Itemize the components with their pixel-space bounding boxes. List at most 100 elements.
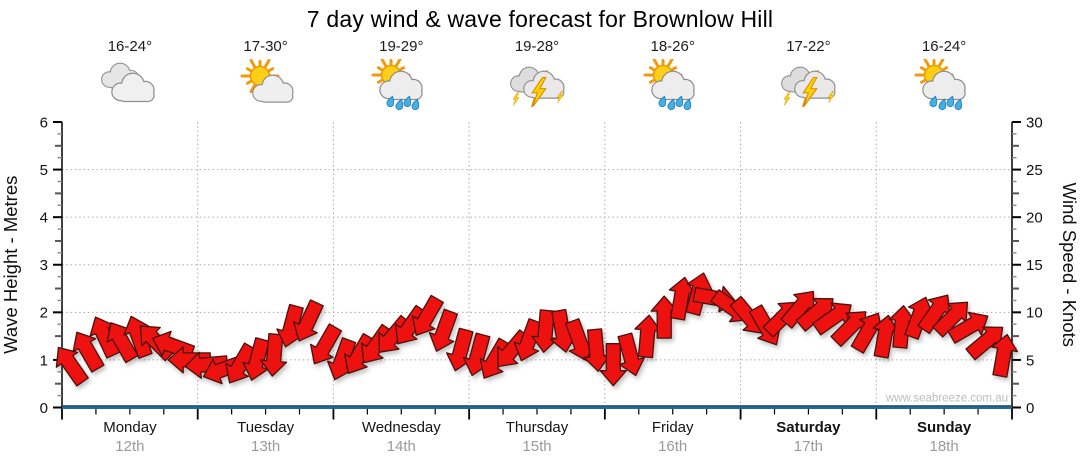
day-label-sunday: Sunday 18th: [869, 419, 1019, 457]
wave-line: [62, 405, 1012, 410]
cloud-shape: [251, 74, 294, 103]
partly-cloudy-icon: [240, 59, 294, 103]
wind-arrows: [55, 272, 1018, 387]
day-date: 18th: [929, 437, 959, 455]
day-label-saturday: Saturday 17th: [733, 419, 883, 457]
temperature-range: 18-26°: [650, 38, 695, 55]
day-label-friday: Friday 16th: [598, 419, 748, 457]
day-forecast-sunday: 16-24°: [876, 38, 1012, 111]
wind-arrow: [411, 294, 444, 336]
day-forecast-wednesday: 19-29°: [333, 38, 469, 111]
raindrop-shape: [683, 98, 691, 111]
thunderstorm-icon: [510, 66, 565, 108]
day-date: 15th: [522, 437, 552, 455]
lightning-bolt-shape: [512, 92, 520, 106]
day-name: Monday: [103, 419, 157, 436]
raindrop-shape: [386, 95, 395, 108]
cloud-shape: [379, 70, 423, 101]
raindrop-shape: [411, 98, 420, 111]
axis-title-wind-speed: Wind Speed - Knots: [1059, 182, 1080, 347]
day-forecast-thursday: 19-28°: [469, 38, 605, 111]
right-tick-label: 25: [1026, 162, 1043, 179]
day-label-thursday: Thursday 15th: [462, 419, 612, 457]
day-date: 13th: [250, 437, 281, 455]
day-label-monday: Monday 12th: [55, 419, 205, 457]
thunderstorm-icon: [781, 66, 836, 108]
wind-arrow: [259, 333, 288, 377]
right-tick-label: 5: [1026, 352, 1034, 369]
left-tick-label: 2: [40, 305, 48, 322]
day-label-tuesday: Tuesday 13th: [191, 419, 341, 457]
page-title: 7 day wind & wave forecast for Brownlow …: [306, 6, 774, 32]
left-tick-label: 4: [40, 210, 48, 227]
sun-showers-icon: [914, 59, 966, 111]
right-tick-label: 10: [1026, 305, 1043, 322]
left-tick-label: 0: [40, 400, 48, 417]
lightning-bolt-shape: [531, 77, 547, 107]
day-date: 12th: [115, 437, 145, 455]
day-name: Friday: [651, 419, 694, 436]
day-name: Sunday: [917, 419, 972, 436]
raindrop-shape: [929, 95, 938, 108]
lightning-bolt-shape: [802, 77, 819, 107]
raindrop-shape: [954, 98, 963, 111]
day-name: Thursday: [505, 419, 569, 436]
wind-arrow: [343, 332, 377, 375]
cloud-shape: [111, 72, 155, 103]
left-tick-label: 5: [40, 162, 48, 179]
right-tick-label: 15: [1026, 257, 1043, 274]
watermark: www.seabreeze.com.au: [885, 393, 1008, 405]
day-date: 16th: [658, 437, 688, 455]
wind-arrow: [513, 318, 543, 362]
raindrop-shape: [938, 98, 947, 111]
wind-arrow: [72, 331, 105, 373]
right-tick-label: 30: [1026, 114, 1043, 131]
lightning-bolt-shape: [783, 92, 791, 106]
left-tick-label: 3: [40, 257, 48, 274]
sun-showers-icon: [643, 59, 695, 111]
temperature-range: 16-24°: [921, 38, 967, 55]
left-tick-label: 1: [40, 352, 48, 369]
cloud-shape: [922, 70, 966, 101]
wind-arrow: [428, 308, 459, 352]
day-date: 17th: [793, 437, 823, 455]
cloud-shape: [650, 70, 695, 101]
raindrop-shape: [403, 95, 412, 108]
day-forecast-saturday: 17-22°: [740, 38, 876, 111]
y-axis-left: 0 1 2 3 4 5 6: [40, 114, 63, 417]
day-forecast-tuesday: 17-30°: [198, 38, 334, 111]
x-axis: [61, 408, 1013, 420]
day-date: 14th: [386, 437, 416, 455]
raindrop-shape: [675, 95, 683, 108]
right-tick-label: 0: [1026, 400, 1034, 417]
temperature-range: 16-24°: [107, 38, 153, 55]
temperature-range: 17-22°: [786, 38, 831, 55]
day-forecast-monday: 16-24°: [62, 38, 198, 111]
wind-arrow: [479, 337, 512, 379]
day-name: Wednesday: [361, 419, 441, 436]
raindrop-shape: [667, 98, 675, 111]
day-label-wednesday: Wednesday 14th: [326, 419, 476, 457]
temperature-range: 19-28°: [514, 38, 560, 55]
raindrop-shape: [946, 95, 955, 108]
sun-showers-icon: [371, 59, 423, 111]
temperature-range: 17-30°: [243, 38, 288, 55]
day-name: Tuesday: [237, 419, 295, 436]
wind-arrow: [309, 323, 343, 365]
wind-arrow: [617, 332, 646, 377]
wind-arrow: [599, 343, 627, 387]
wind-arrow: [991, 333, 1018, 378]
wind-arrow: [225, 342, 258, 384]
cloudy-icon: [100, 62, 155, 103]
raindrop-shape: [658, 95, 666, 108]
wind-arrow: [55, 346, 89, 387]
left-tick-label: 6: [40, 114, 48, 131]
lightning-bolt-shape: [556, 91, 564, 103]
lightning-bolt-shape: [828, 91, 835, 103]
raindrop-shape: [395, 98, 404, 111]
axis-title-wave-height: Wave Height - Metres: [0, 176, 21, 354]
y-axis-right: 0 5 10 15 20 25 30: [1011, 114, 1043, 417]
right-tick-label: 20: [1026, 210, 1043, 227]
